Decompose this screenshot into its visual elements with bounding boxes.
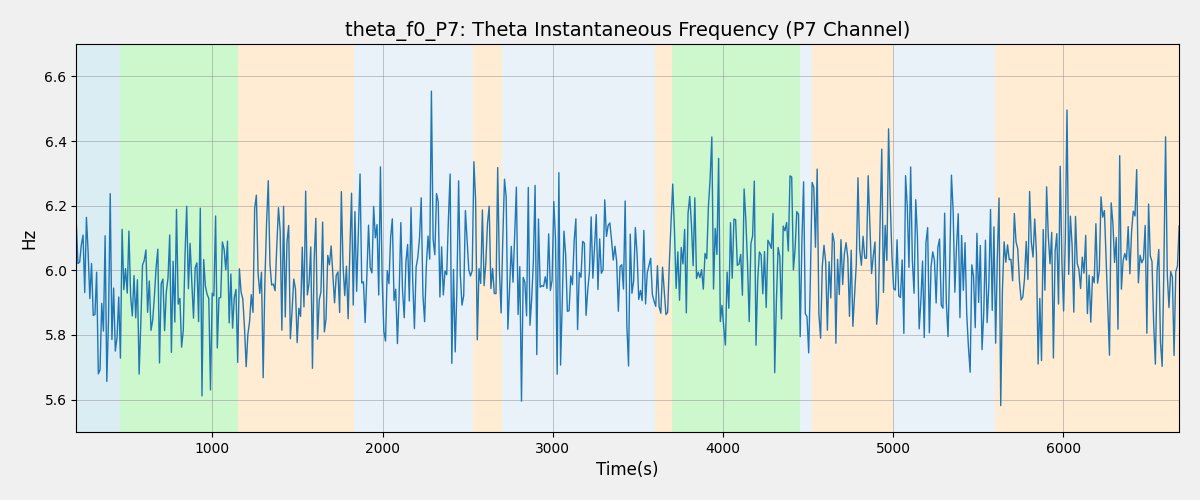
Bar <box>354 44 473 432</box>
Bar <box>77 44 120 432</box>
Bar <box>995 44 1080 432</box>
Title: theta_f0_P7: Theta Instantaneous Frequency (P7 Channel): theta_f0_P7: Theta Instantaneous Frequen… <box>346 21 911 41</box>
Bar <box>672 44 799 432</box>
Y-axis label: Hz: Hz <box>20 228 38 248</box>
Bar <box>1080 44 1180 432</box>
Bar <box>799 44 811 432</box>
Bar <box>473 44 502 432</box>
Bar <box>655 44 672 432</box>
X-axis label: Time(s): Time(s) <box>596 461 659 479</box>
Bar <box>893 44 995 432</box>
Bar <box>502 44 655 432</box>
Bar <box>120 44 238 432</box>
Bar <box>811 44 893 432</box>
Bar <box>238 44 354 432</box>
